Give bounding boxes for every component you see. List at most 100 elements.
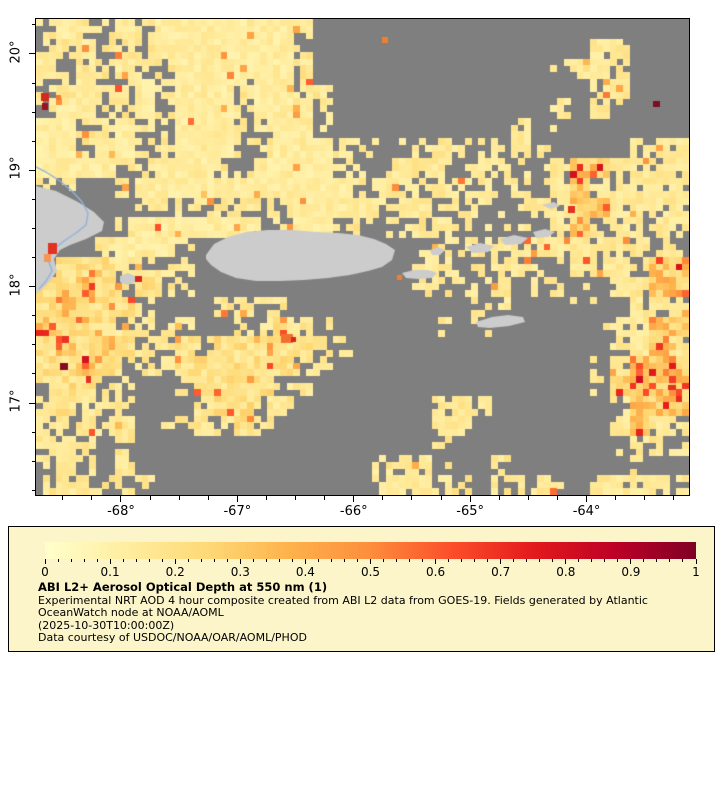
- lon-tick-minor: [556, 496, 558, 500]
- colorbar-tick-minor: [422, 559, 424, 562]
- colorbar-tick-minor: [643, 559, 645, 562]
- colorbar-tick-major: [565, 559, 567, 564]
- lon-tick-major: [236, 496, 238, 502]
- lon-tick-label: -67°: [223, 504, 252, 519]
- colorbar-tick-minor: [148, 559, 150, 562]
- colorbar-tick-minor: [200, 559, 202, 562]
- colorbar-tick-major: [44, 559, 46, 564]
- lon-tick-label: -64°: [572, 504, 601, 519]
- colorbar-tick-minor: [330, 559, 332, 562]
- lon-tick-minor: [644, 496, 646, 500]
- colorbar-tick-minor: [135, 559, 137, 562]
- colorbar-tick-major: [304, 559, 306, 564]
- colorbar-tick-label: 0: [41, 565, 49, 579]
- colorbar-tick-label: 0.9: [621, 565, 641, 579]
- lon-tick-label: -65°: [456, 504, 485, 519]
- legend-line: Data courtesy of USDOC/NOAA/OAR/AOML/PHO…: [38, 631, 307, 644]
- colorbar-tick-minor: [513, 559, 515, 562]
- lon-tick-major: [469, 496, 471, 502]
- colorbar-tick-minor: [265, 559, 267, 562]
- colorbar-tick-minor: [604, 559, 606, 562]
- legend-lines: Experimental NRT AOD 4 hour composite cr…: [38, 593, 702, 645]
- legend-text-block: ABI L2+ Aerosol Optical Depth at 550 nm …: [38, 581, 702, 645]
- colorbar-tick-label: 0.1: [100, 565, 120, 579]
- colorbar-tick-minor: [656, 559, 658, 562]
- lon-tick-minor: [615, 496, 617, 500]
- colorbar-tick-label: 0.4: [295, 565, 315, 579]
- lon-tick-minor: [382, 496, 384, 500]
- colorbar-tick-major: [630, 559, 632, 564]
- legend-box: 0 0.1 0.2 0.3 0.4 0.5 0.6 0.7 0.8 0.9 1 ABI L2+ Ae…: [8, 526, 715, 652]
- colorbar-tick-major: [109, 559, 111, 564]
- map-frame: [35, 18, 690, 496]
- lon-tick-label: -66°: [339, 504, 368, 519]
- colorbar-tick-minor: [448, 559, 450, 562]
- lon-tick-minor: [411, 496, 413, 500]
- colorbar-tick-minor: [57, 559, 59, 562]
- lon-tick-minor: [498, 496, 500, 500]
- colorbar-tick-label: 0.7: [491, 565, 511, 579]
- lon-tick-minor: [673, 496, 675, 500]
- colorbar-tick-minor: [526, 559, 528, 562]
- legend-line: OceanWatch node at NOAA/AOML: [38, 606, 224, 619]
- colorbar-tick-major: [239, 559, 241, 564]
- colorbar-gradient: [45, 542, 696, 559]
- lon-tick-minor: [178, 496, 180, 500]
- colorbar-tick-major: [370, 559, 371, 564]
- lon-tick-minor: [91, 496, 93, 500]
- colorbar-ticks: 0 0.1 0.2 0.3 0.4 0.5 0.6 0.7 0.8 0.9 1: [9, 527, 714, 651]
- lon-tick-minor: [440, 496, 442, 500]
- lon-tick-minor: [62, 496, 64, 500]
- lon-tick-minor: [324, 496, 326, 500]
- colorbar-tick-minor: [487, 559, 489, 562]
- colorbar-tick-major: [695, 559, 697, 564]
- colorbar-tick-minor: [409, 559, 411, 562]
- lat-tick-label: 19°: [8, 156, 24, 180]
- colorbar-tick-minor: [252, 559, 254, 562]
- colorbar-tick-minor: [122, 559, 124, 562]
- legend-line: Experimental NRT AOD 4 hour composite cr…: [38, 593, 648, 607]
- colorbar-tick-minor: [617, 559, 619, 562]
- colorbar-tick-minor: [396, 559, 398, 562]
- colorbar-tick-major: [174, 559, 176, 564]
- lon-tick-minor: [295, 496, 297, 500]
- colorbar-tick-minor: [70, 559, 72, 562]
- colorbar-tick-label: 0.3: [230, 565, 250, 579]
- colorbar-tick-minor: [161, 559, 163, 562]
- lon-tick-minor: [207, 496, 209, 500]
- colorbar-tick-minor: [578, 559, 580, 562]
- colorbar-tick-minor: [669, 559, 671, 562]
- colorbar-tick-minor: [291, 559, 293, 562]
- lon-tick-major: [586, 496, 588, 502]
- legend-line: (2025-10-30T10:00:00Z): [38, 618, 175, 632]
- lat-tick-label: 17°: [8, 389, 24, 413]
- aod-map-canvas: [36, 19, 689, 495]
- colorbar-tick-minor: [83, 559, 85, 562]
- colorbar-tick-minor: [539, 559, 541, 562]
- colorbar-tick-label: 0.8: [556, 565, 576, 579]
- lat-tick-label: 18°: [8, 273, 24, 297]
- colorbar-tick-minor: [552, 559, 554, 562]
- lon-tick-minor: [527, 496, 529, 500]
- lon-tick-label: -68°: [107, 504, 135, 519]
- colorbar-tick-minor: [187, 559, 189, 562]
- colorbar-tick-label: 0.2: [165, 565, 185, 579]
- lon-tick-major: [353, 496, 355, 502]
- colorbar-tick-minor: [213, 559, 215, 562]
- legend-title: ABI L2+ Aerosol Optical Depth at 550 nm …: [38, 580, 328, 594]
- colorbar-tick-label: 0.6: [426, 565, 446, 579]
- colorbar-tick-minor: [474, 559, 476, 562]
- colorbar-tick-minor: [591, 559, 593, 562]
- lat-tick-label: 20°: [8, 40, 24, 64]
- colorbar-tick-minor: [461, 559, 463, 562]
- colorbar-tick-major: [500, 559, 502, 564]
- lon-tick-minor: [149, 496, 151, 500]
- colorbar-tick-major: [435, 559, 437, 564]
- colorbar-tick-minor: [383, 559, 385, 562]
- colorbar-tick-minor: [343, 559, 345, 562]
- colorbar-tick-minor: [226, 559, 228, 562]
- colorbar-tick-minor: [682, 559, 684, 562]
- colorbar-tick-minor: [356, 559, 358, 562]
- colorbar-tick-minor: [317, 559, 319, 562]
